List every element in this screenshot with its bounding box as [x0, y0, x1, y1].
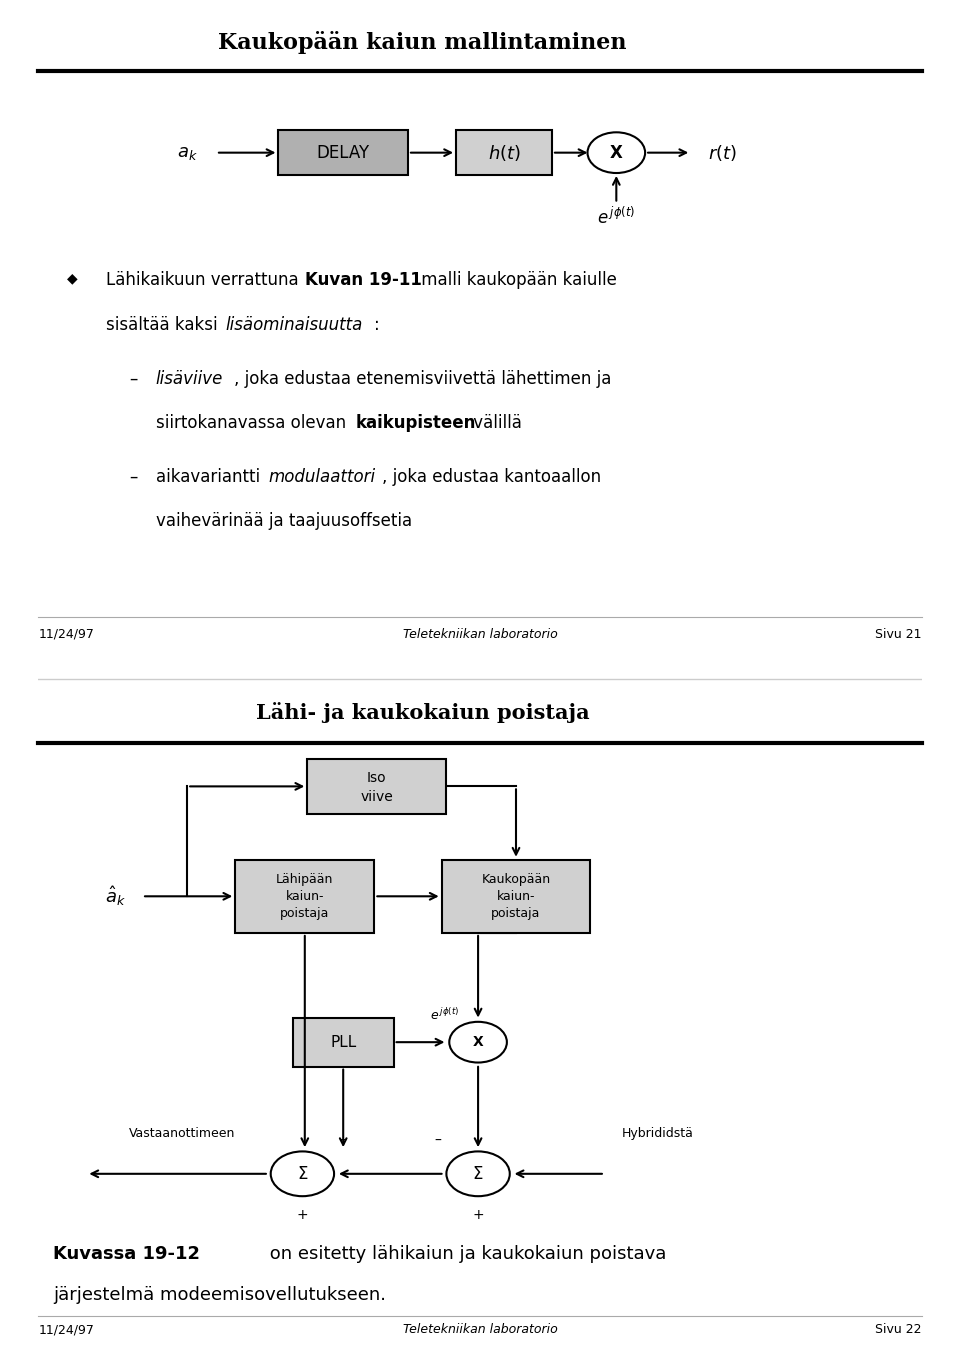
- Text: Kaukopään: Kaukopään: [481, 873, 551, 886]
- FancyBboxPatch shape: [307, 759, 446, 814]
- Text: kaiun-: kaiun-: [285, 890, 324, 902]
- Text: järjestelmä modeemisovellutukseen.: järjestelmä modeemisovellutukseen.: [53, 1286, 386, 1304]
- Text: Teletekniikan laboratorio: Teletekniikan laboratorio: [402, 1323, 558, 1337]
- Text: 11/24/97: 11/24/97: [38, 628, 94, 641]
- Text: $e^{\,j\phi(t)}$: $e^{\,j\phi(t)}$: [430, 1007, 460, 1023]
- Text: Vastaanottimeen: Vastaanottimeen: [130, 1126, 235, 1140]
- Text: siirtokanavassa olevan: siirtokanavassa olevan: [156, 414, 351, 432]
- Text: lisäviive: lisäviive: [156, 369, 223, 388]
- FancyBboxPatch shape: [442, 860, 590, 934]
- Text: , joka edustaa kantoaallon: , joka edustaa kantoaallon: [382, 468, 601, 486]
- Text: , joka edustaa etenemisviivettä lähettimen ja: , joka edustaa etenemisviivettä lähettim…: [234, 369, 612, 388]
- Text: –: –: [130, 369, 138, 388]
- FancyBboxPatch shape: [456, 130, 552, 175]
- Text: +: +: [297, 1208, 308, 1223]
- Text: –: –: [435, 1134, 442, 1148]
- Circle shape: [449, 1022, 507, 1063]
- Text: kaiun-: kaiun-: [496, 890, 536, 902]
- Text: Sivu 22: Sivu 22: [876, 1323, 922, 1337]
- Text: Kuvan 19-11: Kuvan 19-11: [305, 271, 422, 289]
- Text: välillä: välillä: [468, 414, 522, 432]
- Text: kaikupisteen: kaikupisteen: [355, 414, 475, 432]
- Text: malli kaukopään kaiulle: malli kaukopään kaiulle: [416, 271, 616, 289]
- Text: Kuvassa 19-12: Kuvassa 19-12: [53, 1246, 200, 1263]
- Text: Iso: Iso: [367, 771, 387, 786]
- Text: $r(t)$: $r(t)$: [708, 142, 737, 163]
- Text: modulaattori: modulaattori: [269, 468, 376, 486]
- Text: Lähikaikuun verrattuna: Lähikaikuun verrattuna: [106, 271, 303, 289]
- Text: ◆: ◆: [67, 271, 78, 285]
- Circle shape: [588, 132, 645, 172]
- Text: sisältää kaksi: sisältää kaksi: [106, 316, 223, 334]
- FancyBboxPatch shape: [278, 130, 408, 175]
- Text: poistaja: poistaja: [492, 906, 540, 920]
- Circle shape: [446, 1151, 510, 1197]
- Text: $e^{\,j\phi(t)}$: $e^{\,j\phi(t)}$: [597, 208, 636, 228]
- Text: aikavariantti: aikavariantti: [156, 468, 265, 486]
- Text: Hybrididstä: Hybrididstä: [622, 1126, 693, 1140]
- Text: $h(t)$: $h(t)$: [488, 142, 520, 163]
- Text: on esitetty lähikaiun ja kaukokaiun poistava: on esitetty lähikaiun ja kaukokaiun pois…: [264, 1246, 666, 1263]
- Circle shape: [271, 1151, 334, 1197]
- Text: poistaja: poistaja: [280, 906, 329, 920]
- Text: $a_k$: $a_k$: [177, 144, 198, 161]
- Text: 11/24/97: 11/24/97: [38, 1323, 94, 1337]
- Text: –: –: [339, 1134, 346, 1148]
- Text: DELAY: DELAY: [316, 144, 370, 161]
- Text: –: –: [130, 468, 138, 486]
- Text: $\mathbf{X}$: $\mathbf{X}$: [609, 144, 624, 161]
- Text: $\hat{a}_k$: $\hat{a}_k$: [105, 885, 126, 908]
- Text: lisäominaisuutta: lisäominaisuutta: [226, 316, 363, 334]
- Text: Lähi- ja kaukokaiun poistaja: Lähi- ja kaukokaiun poistaja: [255, 703, 589, 723]
- Text: $\Sigma$: $\Sigma$: [472, 1164, 484, 1183]
- Text: +: +: [472, 1208, 484, 1223]
- FancyBboxPatch shape: [293, 1018, 394, 1067]
- Text: Kaukopään kaiun mallintaminen: Kaukopään kaiun mallintaminen: [218, 30, 627, 53]
- Text: viive: viive: [360, 790, 394, 803]
- Text: Lähipään: Lähipään: [276, 873, 333, 886]
- FancyBboxPatch shape: [235, 860, 374, 934]
- Text: Teletekniikan laboratorio: Teletekniikan laboratorio: [402, 628, 558, 641]
- Text: Sivu 21: Sivu 21: [876, 628, 922, 641]
- Text: $\Sigma$: $\Sigma$: [297, 1164, 308, 1183]
- Text: $\mathbf{X}$: $\mathbf{X}$: [472, 1035, 484, 1049]
- Text: vaihevärinää ja taajuusoffsetia: vaihevärinää ja taajuusoffsetia: [156, 513, 412, 531]
- Text: PLL: PLL: [330, 1034, 356, 1050]
- Text: :: :: [374, 316, 380, 334]
